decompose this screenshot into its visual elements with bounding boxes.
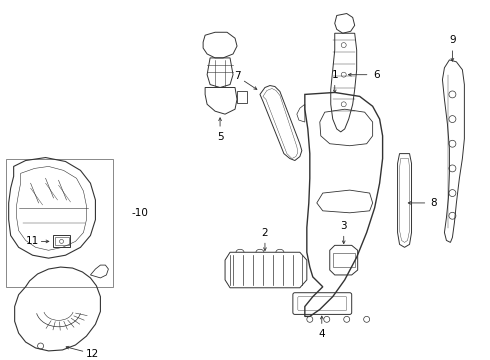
Bar — [52, 235, 71, 247]
Text: 8: 8 — [430, 198, 437, 208]
Text: -10: -10 — [132, 208, 149, 218]
Text: 9: 9 — [449, 35, 456, 45]
Bar — [6, 158, 113, 287]
Text: 2: 2 — [262, 228, 268, 238]
Text: 7: 7 — [234, 71, 240, 81]
Text: 12: 12 — [86, 349, 99, 359]
Text: 3: 3 — [341, 221, 347, 231]
Text: 5: 5 — [217, 132, 223, 142]
Text: 6: 6 — [373, 70, 380, 80]
Text: 11: 11 — [26, 237, 39, 246]
Bar — [54, 238, 69, 246]
Bar — [237, 91, 247, 103]
Text: 1: 1 — [331, 70, 338, 80]
Text: 4: 4 — [318, 329, 325, 339]
